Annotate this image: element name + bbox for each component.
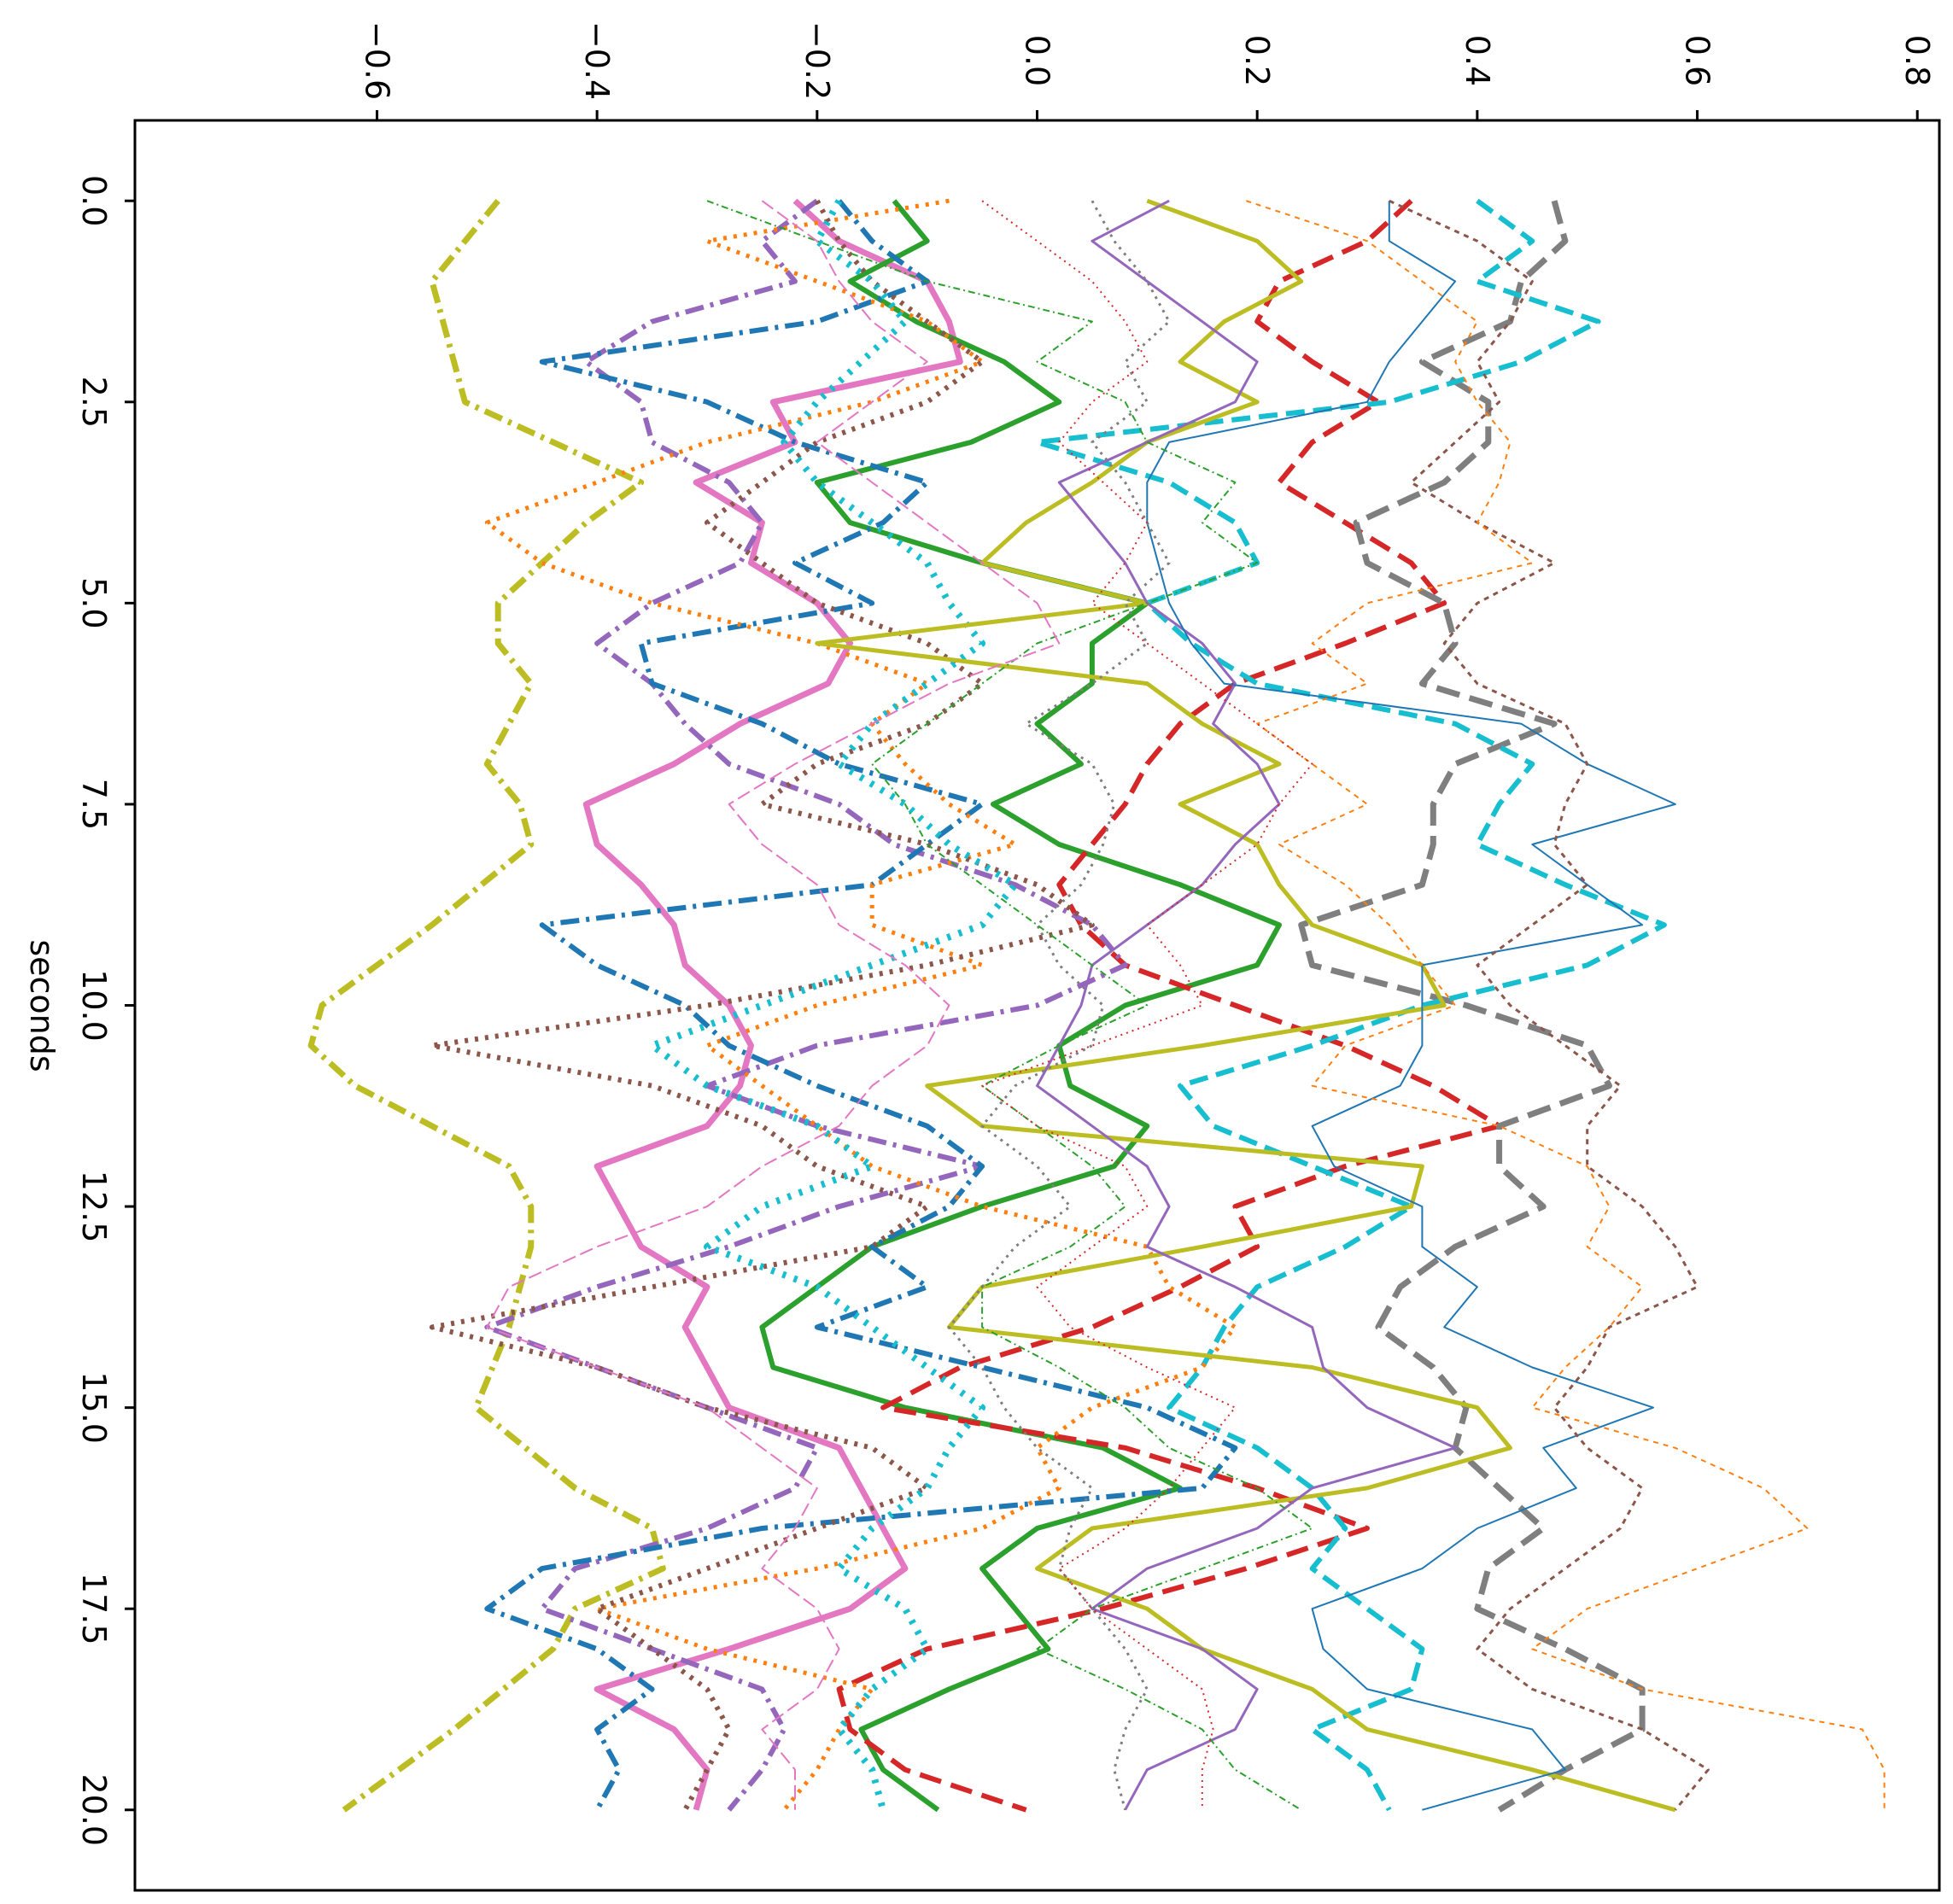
value-tick-label: −0.4 [578, 21, 616, 100]
seconds-tick-label: 15.0 [75, 1371, 113, 1444]
seconds-tick-label: 5.0 [75, 577, 113, 628]
value-tick-label: −0.2 [798, 21, 836, 100]
value-tick-label: 0.2 [1238, 35, 1276, 86]
value-tick-label: 0.0 [1019, 35, 1056, 86]
series-line-13 [1036, 199, 1457, 1811]
series-line-20 [981, 200, 1313, 1810]
value-tick-label: 0.8 [1898, 35, 1936, 86]
value-axis-ticks: −0.6 −0.4 −0.2 0.0 0.2 0.4 0.6 0.8 [358, 21, 1936, 120]
value-tick-label: −0.6 [358, 21, 395, 100]
series-line-12 [815, 198, 1676, 1813]
x-axis-title: seconds [23, 939, 61, 1072]
series-line-15 [1389, 199, 1710, 1811]
series-line-3 [759, 199, 1282, 1813]
series-layer [307, 198, 1886, 1813]
seconds-tick-label: 2.5 [75, 377, 113, 428]
seconds-tick-label: 12.5 [75, 1171, 113, 1243]
series-line-5 [1298, 200, 1646, 1813]
series-line-11 [648, 199, 1019, 1811]
series-line-18 [706, 200, 1313, 1811]
series-line-7 [484, 198, 1128, 1812]
series-line-4 [836, 198, 1502, 1813]
series-line-19 [486, 200, 1061, 1810]
series-line-8 [484, 199, 1238, 1812]
series-line-14 [1146, 201, 1676, 1811]
series-line-16 [1245, 200, 1886, 1810]
seconds-tick-label: 17.5 [75, 1573, 113, 1645]
value-tick-label: 0.6 [1679, 35, 1716, 86]
series-line-2 [582, 198, 963, 1811]
seconds-tick-label: 0.0 [75, 175, 113, 226]
series-line-17 [947, 200, 1171, 1811]
series-line-6 [1034, 198, 1667, 1812]
seconds-tick-label: 20.0 [75, 1773, 113, 1846]
series-line-1 [307, 198, 666, 1813]
value-tick-label: 0.4 [1459, 35, 1496, 86]
seconds-tick-label: 10.0 [75, 969, 113, 1042]
series-line-9 [484, 198, 1237, 1812]
seconds-axis-ticks: 0.0 2.5 5.0 7.5 10.0 12.5 15.0 17.5 20.0 [75, 175, 135, 1846]
seconds-tick-label: 7.5 [75, 779, 113, 830]
